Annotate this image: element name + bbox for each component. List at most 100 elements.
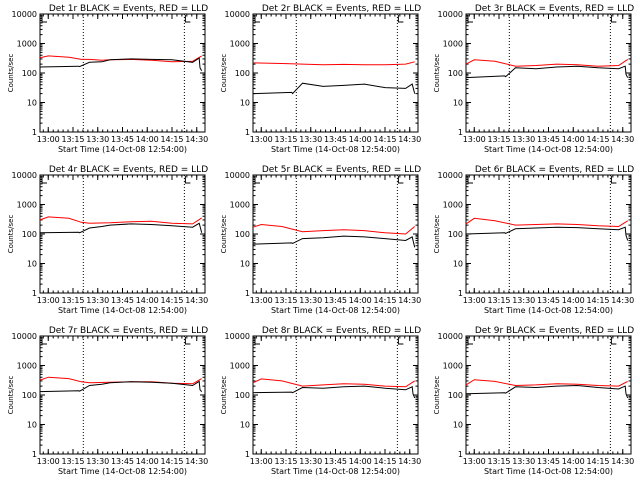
x-axis-label: Start Time (14-Oct-08 12:54:00) (271, 145, 400, 154)
y-tick-label: 10 (27, 260, 37, 269)
marker-bracket (467, 176, 473, 184)
y-tick-label: 10000 (438, 10, 463, 19)
detector-panel-7: Det 7r BLACK = Events, RED = LLD Counts/s… (7, 326, 208, 476)
plot-frame (39, 174, 206, 294)
marker-bracket (254, 15, 260, 23)
marker-bracket (184, 337, 191, 345)
plot-frame (465, 174, 632, 294)
x-tick-label: 14:15 (586, 296, 609, 305)
x-tick-label: 13:45 (324, 135, 347, 144)
y-tick-label: 100 (22, 230, 37, 239)
y-tick-label: 100 (448, 69, 463, 78)
y-tick-label: 10000 (225, 171, 250, 180)
x-tick-label: 14:00 (349, 296, 372, 305)
y-tick-label: 1000 (230, 201, 250, 210)
y-tick-label: 10 (27, 421, 37, 430)
x-axis-label: Start Time (14-Oct-08 12:54:00) (484, 467, 613, 476)
marker-bracket (184, 176, 191, 184)
plot-title: Det 6r BLACK = Events, RED = LLD (475, 165, 634, 175)
y-tick-label: 1000 (17, 362, 37, 371)
x-tick-label: 14:15 (160, 296, 183, 305)
y-tick-label: 10000 (12, 10, 37, 19)
x-tick-label: 14:00 (562, 135, 585, 144)
lld-series-line (252, 61, 415, 66)
detector-panel-8: Det 8r BLACK = Events, RED = LLD Counts/s… (220, 326, 421, 476)
x-tick-label: 13:45 (324, 457, 347, 466)
plot-title: Det 5r BLACK = Events, RED = LLD (262, 165, 421, 175)
y-tick-label: 10 (240, 99, 250, 108)
x-tick-label: 14:30 (611, 296, 634, 305)
events-series-line (39, 57, 203, 71)
x-tick-label: 13:00 (37, 135, 60, 144)
marker-bracket (184, 15, 191, 23)
x-tick-label: 13:15 (61, 457, 84, 466)
x-tick-label: 14:15 (160, 457, 183, 466)
x-axis-label: Start Time (14-Oct-08 12:54:00) (58, 467, 187, 476)
y-tick-label: 1 (32, 128, 37, 137)
plot-title: Det 1r BLACK = Events, RED = LLD (49, 4, 208, 14)
x-tick-label: 14:00 (136, 457, 159, 466)
y-axis-label: Counts/sec (433, 376, 441, 415)
x-tick-label: 13:30 (86, 296, 109, 305)
y-axis-label: Counts/sec (7, 54, 15, 93)
marker-bracket (397, 176, 404, 184)
plot-title: Det 8r BLACK = Events, RED = LLD (262, 326, 421, 336)
detector-panel-3: Det 3r BLACK = Events, RED = LLD Counts/s… (433, 4, 634, 154)
plot-frame (252, 174, 419, 294)
y-tick-label: 1000 (17, 40, 37, 49)
y-tick-label: 1000 (17, 201, 37, 210)
y-tick-label: 10 (453, 99, 463, 108)
marker-bracket (467, 337, 473, 345)
x-tick-label: 13:30 (299, 135, 322, 144)
y-tick-label: 100 (235, 230, 250, 239)
x-tick-label: 14:15 (373, 457, 396, 466)
plot-title: Det 4r BLACK = Events, RED = LLD (49, 165, 208, 175)
marker-bracket (254, 337, 260, 345)
marker-bracket (41, 176, 47, 184)
x-axis-label: Start Time (14-Oct-08 12:54:00) (58, 306, 187, 315)
y-axis-label: Counts/sec (220, 376, 228, 415)
x-tick-label: 13:30 (299, 296, 322, 305)
x-tick-label: 13:45 (111, 457, 134, 466)
y-tick-label: 1 (458, 128, 463, 137)
x-tick-label: 14:30 (611, 457, 634, 466)
x-tick-label: 13:30 (512, 296, 535, 305)
plot-frame (465, 13, 632, 133)
y-tick-label: 1000 (443, 201, 463, 210)
x-tick-label: 13:45 (537, 457, 560, 466)
plot-title: Det 9r BLACK = Events, RED = LLD (475, 326, 634, 336)
y-tick-label: 10000 (225, 332, 250, 341)
lld-series-line (39, 376, 202, 385)
y-tick-label: 10000 (225, 10, 250, 19)
x-tick-label: 14:30 (398, 457, 421, 466)
y-tick-label: 100 (235, 69, 250, 78)
y-axis-label: Counts/sec (220, 215, 228, 254)
x-tick-label: 13:30 (86, 457, 109, 466)
y-tick-label: 100 (22, 69, 37, 78)
x-tick-label: 14:30 (185, 135, 208, 144)
x-tick-label: 13:30 (512, 457, 535, 466)
lld-series-line (252, 378, 415, 388)
y-tick-label: 1 (32, 450, 37, 459)
x-tick-label: 14:30 (398, 135, 421, 144)
events-series-line (39, 380, 203, 393)
y-tick-label: 1 (245, 128, 250, 137)
x-tick-label: 14:00 (349, 457, 372, 466)
y-tick-label: 1000 (230, 362, 250, 371)
x-tick-label: 13:15 (487, 457, 510, 466)
marker-bracket (610, 176, 617, 184)
y-tick-label: 10 (240, 421, 250, 430)
x-tick-label: 13:00 (37, 296, 60, 305)
x-tick-label: 13:00 (463, 457, 486, 466)
y-axis-label: Counts/sec (7, 215, 15, 254)
x-tick-label: 13:15 (61, 296, 84, 305)
x-tick-label: 13:00 (250, 457, 273, 466)
lld-series-line (465, 58, 628, 67)
y-tick-label: 10 (453, 421, 463, 430)
x-tick-label: 13:00 (250, 296, 273, 305)
events-series-line (39, 222, 203, 234)
marker-bracket (41, 15, 47, 23)
y-tick-label: 1000 (230, 40, 250, 49)
